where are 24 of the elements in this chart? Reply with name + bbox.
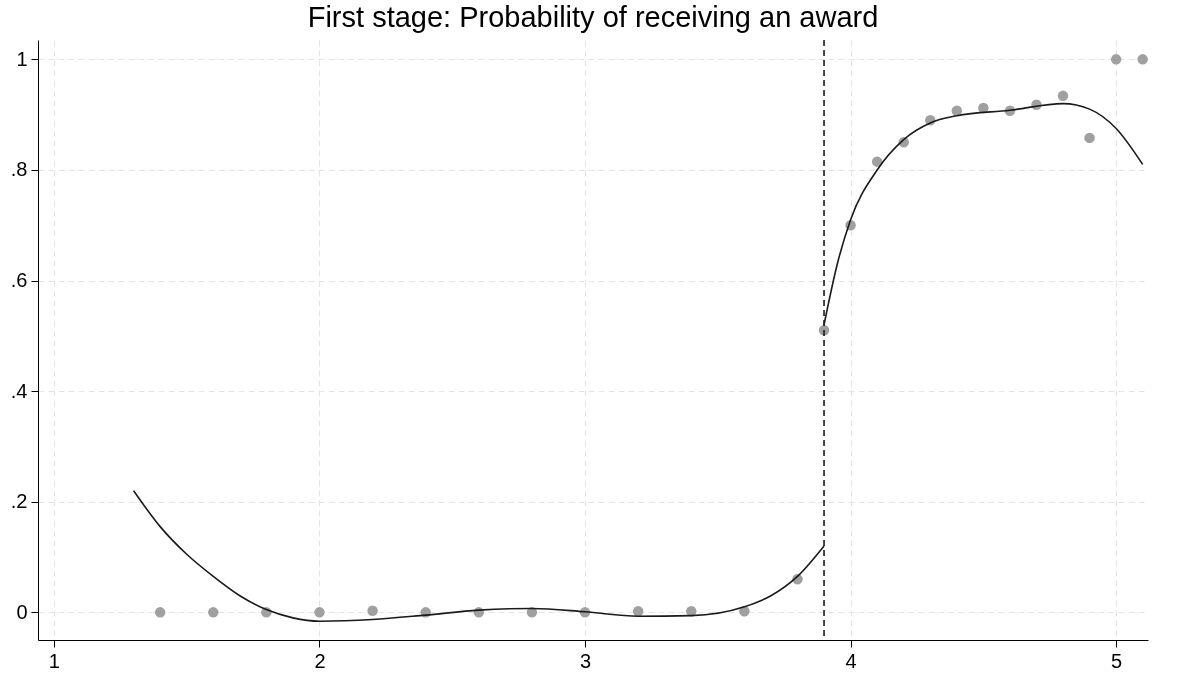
point bbox=[208, 607, 219, 618]
y-tick-label: 1 bbox=[16, 47, 28, 70]
x-tick-label: 4 bbox=[845, 649, 857, 672]
x-tick-label: 5 bbox=[1111, 649, 1123, 672]
y-tick-label: .6 bbox=[10, 269, 28, 292]
point bbox=[1084, 132, 1095, 144]
point bbox=[314, 607, 325, 618]
point bbox=[526, 607, 538, 618]
point bbox=[154, 607, 166, 618]
x-tick-label: 1 bbox=[48, 649, 60, 672]
point bbox=[1057, 90, 1069, 102]
x-tick-label: 3 bbox=[579, 649, 592, 672]
point bbox=[1110, 54, 1122, 65]
y-tick-label: .8 bbox=[10, 158, 28, 181]
point bbox=[871, 156, 883, 167]
y-tick-label: 0 bbox=[16, 600, 28, 623]
point bbox=[686, 606, 697, 617]
chart-title: First stage: Probability of receiving an award bbox=[307, 1, 879, 34]
y-tick-label: .4 bbox=[10, 379, 28, 402]
point bbox=[1137, 54, 1148, 65]
point bbox=[951, 105, 963, 117]
x-tick-label: 2 bbox=[314, 649, 326, 672]
point bbox=[367, 605, 378, 616]
y-tick-label: .2 bbox=[10, 490, 28, 513]
